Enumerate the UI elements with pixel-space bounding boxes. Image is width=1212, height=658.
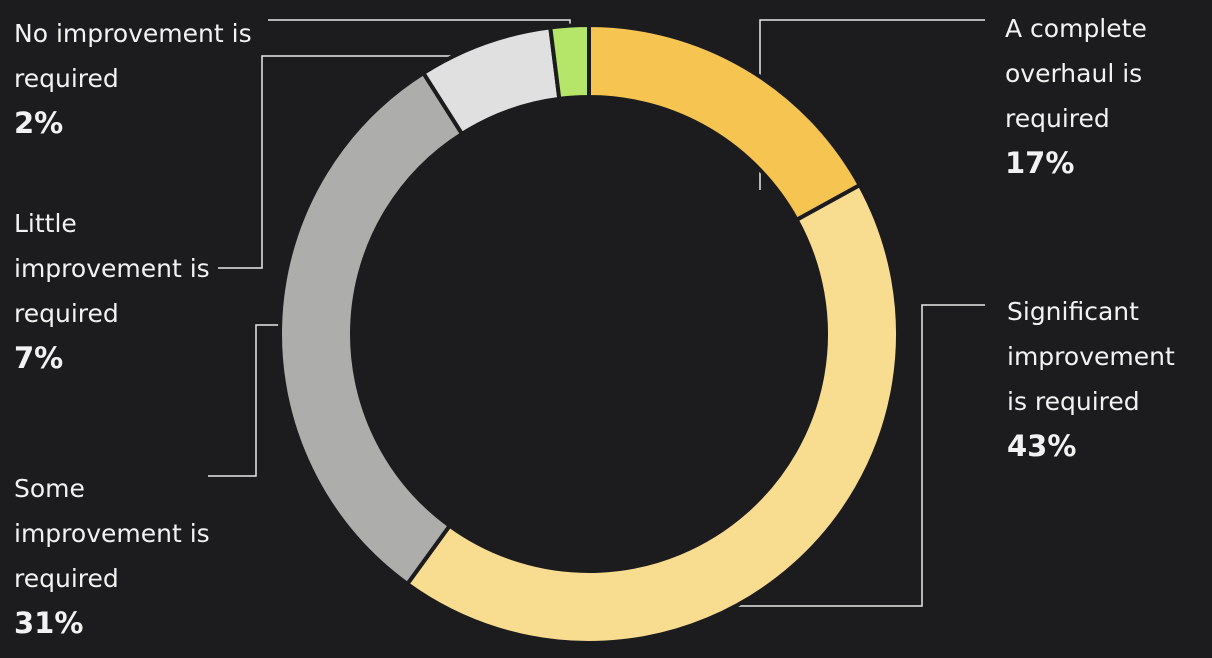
category-name: Some improvement is required <box>14 474 210 593</box>
value-label: 7% <box>14 341 64 375</box>
segment-label: Significant improvement is required 43% <box>1007 289 1197 469</box>
donut-segment <box>587 22 863 223</box>
value-label: 31% <box>14 606 84 640</box>
category-name: No improvement is required <box>14 19 252 93</box>
segment-label: Little improvement is required 7% <box>14 201 214 381</box>
value-label: 17% <box>1005 146 1075 180</box>
segment-label: No improvement is required 2% <box>14 11 254 146</box>
category-name: Significant improvement is required <box>1007 297 1175 416</box>
category-name: Little improvement is required <box>14 209 210 328</box>
leader-line <box>208 324 282 477</box>
leader-line <box>218 55 458 269</box>
segment-label: Some improvement is required 31% <box>14 466 214 646</box>
leader-line <box>735 304 985 607</box>
segment-label: A complete overhaul is required 17% <box>1005 6 1175 186</box>
category-name: A complete overhaul is required <box>1005 14 1147 133</box>
value-label: 2% <box>14 106 64 140</box>
value-label: 43% <box>1007 429 1077 463</box>
donut-segment <box>278 70 465 587</box>
donut-segment <box>404 182 900 645</box>
donut-segment <box>548 22 591 102</box>
